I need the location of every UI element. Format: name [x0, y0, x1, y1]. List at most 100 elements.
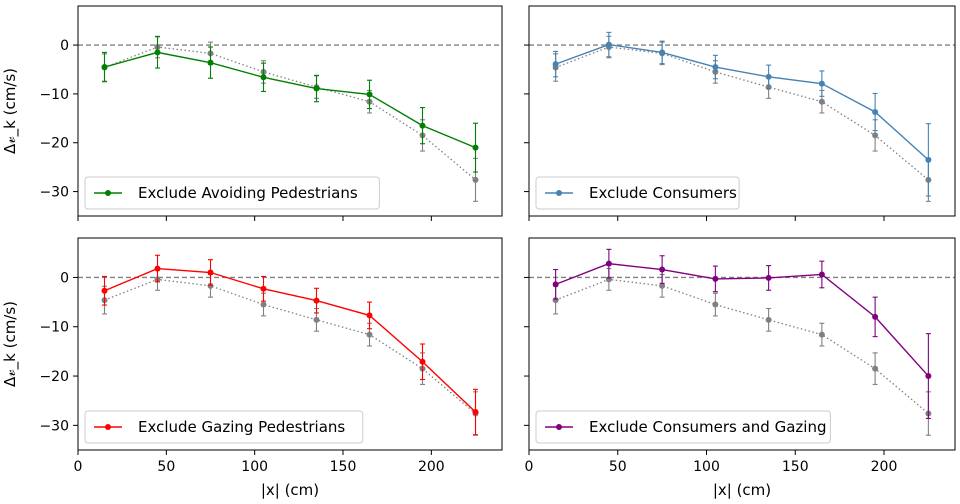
legend-label: Exclude Gazing Pedestrians [138, 418, 345, 436]
x-tick-label: 200 [871, 459, 898, 475]
x-axis-label: |x| (cm) [261, 481, 319, 499]
legend: Exclude Consumers [535, 176, 740, 210]
legend-marker-swatch [556, 190, 562, 196]
legend-box [84, 176, 380, 210]
x-tick-label: 0 [525, 459, 534, 475]
axes-frame [77, 237, 503, 451]
y-axis-label: Δ𝓋_k (cm/s) [1, 68, 20, 154]
data-point [872, 313, 879, 320]
series-line [104, 267, 476, 413]
data-point [260, 74, 267, 81]
legend: Exclude Gazing Pedestrians [84, 410, 364, 444]
y-tick-label: 0 [60, 270, 69, 286]
data-point [605, 260, 612, 267]
data-point [872, 365, 879, 372]
chart-panel-bottom-left: 0 50 100 150 200 0 −10 −20 −30 |x| (cm) Δ𝓋_k (cm/s… [1, 237, 503, 499]
series-line [104, 46, 476, 181]
y-tick-label: −10 [39, 87, 69, 103]
y-tick-label: −30 [39, 185, 69, 201]
legend: Exclude Avoiding Pedestrians [84, 176, 380, 210]
x-tick-label: 150 [330, 459, 357, 475]
x-tick-label: 50 [157, 459, 175, 475]
data-point [313, 85, 320, 92]
legend-label: Exclude Avoiding Pedestrians [138, 184, 358, 202]
data-point [765, 316, 772, 323]
data-point [818, 331, 825, 338]
data-point [659, 282, 666, 289]
data-point [366, 331, 373, 338]
legend-marker-swatch [105, 190, 111, 196]
data-point [419, 122, 426, 129]
x-tick-label: 200 [418, 459, 445, 475]
data-point [101, 64, 108, 71]
series-main [552, 31, 932, 197]
data-point [260, 285, 267, 292]
chart-panel-bottom-right: 0 50 100 150 200 |x| (cm) Exclude Consumers an… [524, 237, 956, 499]
y-axis-label: Δ𝓋_k (cm/s) [1, 301, 20, 387]
legend-label: Exclude Consumers and Gazing [589, 418, 826, 436]
data-point [872, 108, 879, 115]
series-main [552, 248, 932, 419]
data-point [419, 358, 426, 365]
series-line [555, 278, 929, 415]
x-tick-label: 150 [782, 459, 809, 475]
y-tick-label: −20 [39, 136, 69, 152]
data-point [659, 49, 666, 56]
y-tick-label: −10 [39, 320, 69, 336]
data-point [712, 301, 719, 308]
legend-box [84, 410, 364, 444]
chart-panel-top-right: Exclude Consumers [524, 5, 956, 221]
legend: Exclude Consumers and Gazing [535, 410, 831, 444]
data-point [472, 409, 479, 416]
data-point [765, 274, 772, 281]
y-tick-label: −20 [39, 369, 69, 385]
x-tick-label: 100 [241, 459, 268, 475]
data-point [659, 266, 666, 273]
data-point [818, 271, 825, 278]
x-tick-label: 100 [693, 459, 720, 475]
axes-frame [528, 5, 956, 217]
legend-marker-swatch [556, 424, 562, 430]
axes-frame [528, 237, 956, 451]
data-point [154, 49, 161, 56]
series-line [104, 51, 476, 149]
data-point [207, 269, 214, 276]
data-point [313, 297, 320, 304]
data-point [818, 98, 825, 105]
x-axis-label: |x| (cm) [713, 481, 771, 499]
data-point [552, 281, 559, 288]
data-point [818, 80, 825, 87]
data-point [366, 91, 373, 98]
data-point [101, 287, 108, 294]
data-point [712, 64, 719, 71]
series-main [101, 254, 479, 436]
data-point [925, 373, 932, 380]
data-point [712, 275, 719, 282]
series-line [555, 262, 929, 377]
axes-frame [77, 5, 503, 217]
legend-box [535, 410, 831, 444]
y-tick-label: 0 [60, 38, 69, 54]
data-point [472, 144, 479, 151]
data-point [366, 312, 373, 319]
series-line [104, 278, 476, 415]
x-tick-label: 50 [609, 459, 627, 475]
data-point [154, 265, 161, 272]
data-point [313, 316, 320, 323]
series-baseline [552, 268, 932, 436]
data-point [605, 41, 612, 48]
series-line [555, 43, 929, 161]
data-point [925, 156, 932, 163]
series-line [555, 46, 929, 181]
x-tick-label: 0 [74, 459, 83, 475]
data-point [552, 61, 559, 68]
series-main [101, 36, 479, 173]
data-point [260, 301, 267, 308]
data-point [765, 73, 772, 80]
legend-label: Exclude Consumers [589, 184, 737, 202]
data-point [472, 176, 479, 183]
data-point [207, 59, 214, 66]
chart-panel-top-left: 0 −10 −20 −30 Δ𝓋_k (cm/s) Exclude Avoiding Pe… [1, 5, 503, 221]
legend-box [535, 176, 740, 210]
